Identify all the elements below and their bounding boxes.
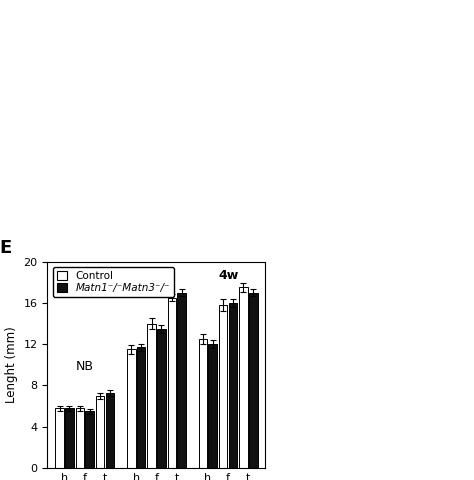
Bar [157, 329, 165, 468]
Bar [147, 324, 156, 468]
Bar [228, 303, 237, 468]
Bar [209, 344, 217, 468]
Bar [75, 408, 84, 468]
Bar [65, 408, 73, 468]
Bar [106, 393, 114, 468]
Legend: Control, Matn1⁻/⁻Matn3⁻/⁻: Control, Matn1⁻/⁻Matn3⁻/⁻ [53, 267, 174, 297]
Bar [177, 292, 186, 468]
Bar [85, 411, 94, 468]
Bar [199, 339, 207, 468]
Bar [96, 396, 104, 468]
Text: NB: NB [76, 360, 94, 373]
Bar [137, 347, 146, 468]
Text: 4w: 4w [218, 269, 238, 282]
Bar [249, 292, 257, 468]
Bar [127, 349, 136, 468]
Bar [239, 288, 248, 468]
Text: 2w: 2w [146, 269, 166, 282]
Bar [167, 298, 176, 468]
Bar [219, 305, 228, 468]
Text: E: E [0, 240, 12, 257]
Bar [55, 408, 64, 468]
Y-axis label: Lenght (mm): Lenght (mm) [5, 326, 18, 403]
